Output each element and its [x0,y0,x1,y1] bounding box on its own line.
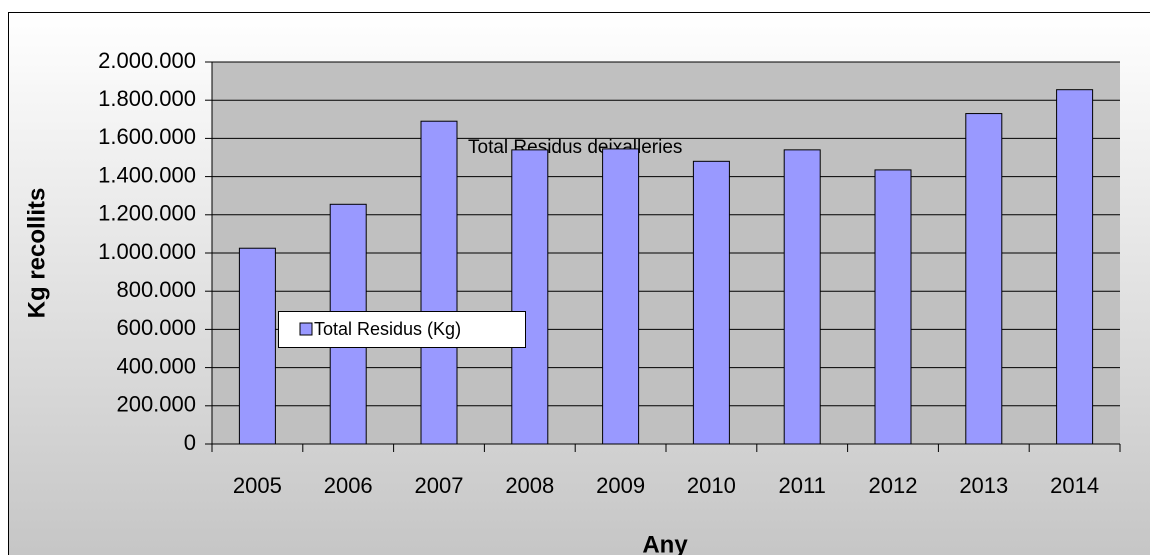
y-tick-label: 200.000 [116,392,196,417]
legend-label: Total Residus (Kg) [314,319,461,339]
bar [783,149,821,445]
legend-box [278,311,526,348]
bar [692,160,730,445]
legend-swatch [299,322,313,336]
bar [420,120,458,445]
x-tick-label: 2011 [779,473,826,498]
x-tick-label: 2010 [687,473,736,498]
x-tick-label: 2013 [959,473,1008,498]
x-tick-label: 2006 [324,473,373,498]
y-tick-label: 2.000.000 [98,48,196,73]
y-tick-label: 1.200.000 [98,201,196,226]
x-tick-label: 2007 [415,473,464,498]
y-tick-label: 0 [184,430,196,455]
y-axis-title: Kg recollits [23,188,50,319]
annotation: Total Residus deixalleries [468,137,682,158]
bar [874,169,912,445]
x-tick-label: 2009 [596,473,645,498]
bar [238,247,276,445]
y-tick-label: 600.000 [116,315,196,340]
bar [1056,89,1094,445]
y-tick-label: 400.000 [116,353,196,378]
x-tick-label: 2005 [233,473,282,498]
bar [965,113,1003,445]
y-tick-label: 1.600.000 [98,124,196,149]
x-axis-title: Any [642,531,688,555]
bar [602,148,640,445]
bar [511,149,549,445]
x-tick-label: 2014 [1050,473,1099,498]
y-tick-label: 1.400.000 [98,162,196,187]
x-tick-label: 2008 [505,473,554,498]
y-tick-label: 800.000 [116,277,196,302]
y-tick-label: 1.800.000 [98,86,196,111]
y-tick-label: 1.000.000 [98,239,196,264]
x-tick-label: 2012 [869,473,918,498]
